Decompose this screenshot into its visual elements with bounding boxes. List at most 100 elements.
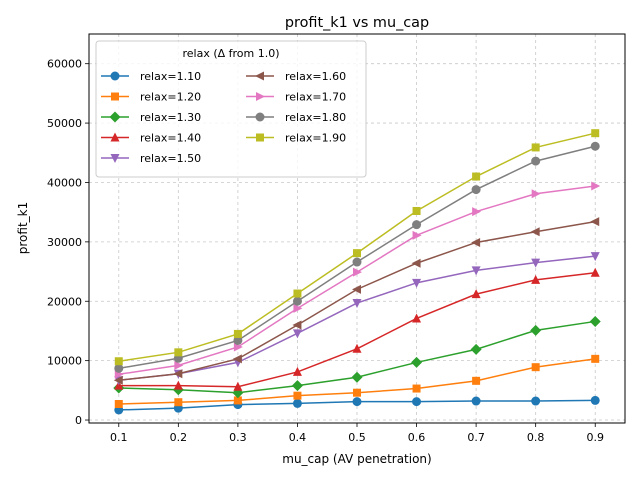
data-point [531,189,541,199]
data-point [531,396,541,406]
data-point [173,369,183,379]
data-point [530,324,542,336]
series-6 [113,217,600,385]
data-point [472,207,482,217]
x-tick-label: 0.1 [110,431,128,444]
data-point [292,329,302,339]
y-tick-label: 60000 [47,58,82,71]
data-point [233,381,243,391]
x-tick-label: 0.2 [170,431,188,444]
y-axis-label: profit_k1 [16,202,30,254]
legend-label: relax=1.30 [140,111,201,124]
data-point [233,335,243,345]
data-point [114,357,123,366]
legend-swatch-marker [255,112,265,122]
x-tick-label: 0.5 [348,431,366,444]
data-point [471,396,481,406]
data-point [174,348,183,357]
legend-swatch-marker [255,71,264,81]
x-tick-label: 0.7 [467,431,485,444]
data-point [352,257,362,267]
data-point [351,371,363,383]
legend-swatch-marker [110,132,120,142]
legend-entry: relax=1.30 [101,111,201,124]
data-point [412,278,422,288]
legend-label: relax=1.20 [140,91,201,104]
data-point [412,397,422,407]
data-point [352,397,362,407]
data-point [293,289,302,298]
data-point [353,249,361,258]
data-point [411,356,423,368]
legend-swatch-marker [256,92,265,101]
data-point [590,141,600,151]
data-point [591,354,600,363]
legend-entry: relax=1.80 [246,111,346,124]
series-9 [114,129,600,366]
data-point [472,376,481,385]
data-point [174,398,183,407]
series-2 [114,354,600,408]
x-tick-label: 0.3 [229,431,247,444]
legend-entry: relax=1.90 [246,132,346,145]
data-point [591,181,601,191]
data-point [590,267,600,277]
legend-swatch-marker [256,133,264,142]
legend-entry: relax=1.70 [246,91,346,104]
legend-swatch-marker [110,71,120,81]
data-point [530,227,540,237]
data-point [292,366,302,376]
legend-label: relax=1.60 [285,70,346,83]
y-tick-label: 0 [75,414,82,427]
y-tick-label: 50000 [47,117,82,130]
legend-title: relax (Δ from 1.0) [182,47,279,60]
data-point [412,313,422,323]
data-point [590,217,600,227]
data-point [412,220,422,230]
data-point [232,354,242,364]
data-point [233,342,243,352]
data-point [531,258,541,268]
legend-entry: relax=1.40 [101,132,201,145]
data-point [589,315,601,327]
series-1 [114,395,600,415]
data-point [531,156,541,166]
y-tick-label: 40000 [47,176,82,189]
legend-entry: relax=1.50 [101,152,201,165]
series-4 [114,267,600,391]
legend-entry: relax=1.60 [246,70,346,83]
data-point [233,329,242,338]
data-point [411,258,421,268]
x-tick-label: 0.8 [527,431,545,444]
y-tick-label: 20000 [47,295,82,308]
data-point [114,399,123,408]
data-point [292,320,302,330]
x-tick-label: 0.9 [586,431,604,444]
data-point [472,172,481,181]
data-point [174,360,184,370]
data-point [293,303,303,313]
data-point [114,363,124,373]
series-7 [114,181,601,379]
data-point [531,274,541,284]
y-tick-label: 10000 [47,355,82,368]
x-tick-label: 0.6 [408,431,426,444]
data-point [531,143,540,152]
x-axis-label: mu_cap (AV penetration) [282,452,431,466]
data-point [352,284,361,294]
data-point [353,388,361,397]
data-point [412,384,421,393]
data-point [291,380,303,392]
legend-label: relax=1.50 [140,152,201,165]
x-tick-label: 0.4 [289,431,307,444]
data-point [293,391,302,400]
legend-entry: relax=1.10 [101,70,201,83]
data-point [292,296,302,306]
data-point [590,252,600,262]
data-point [471,266,481,276]
chart-title: profit_k1 vs mu_cap [285,15,429,31]
legend: relax (Δ from 1.0) relax=1.10 relax=1.20 re… [95,40,367,178]
data-point [471,185,481,195]
data-point [471,289,481,299]
